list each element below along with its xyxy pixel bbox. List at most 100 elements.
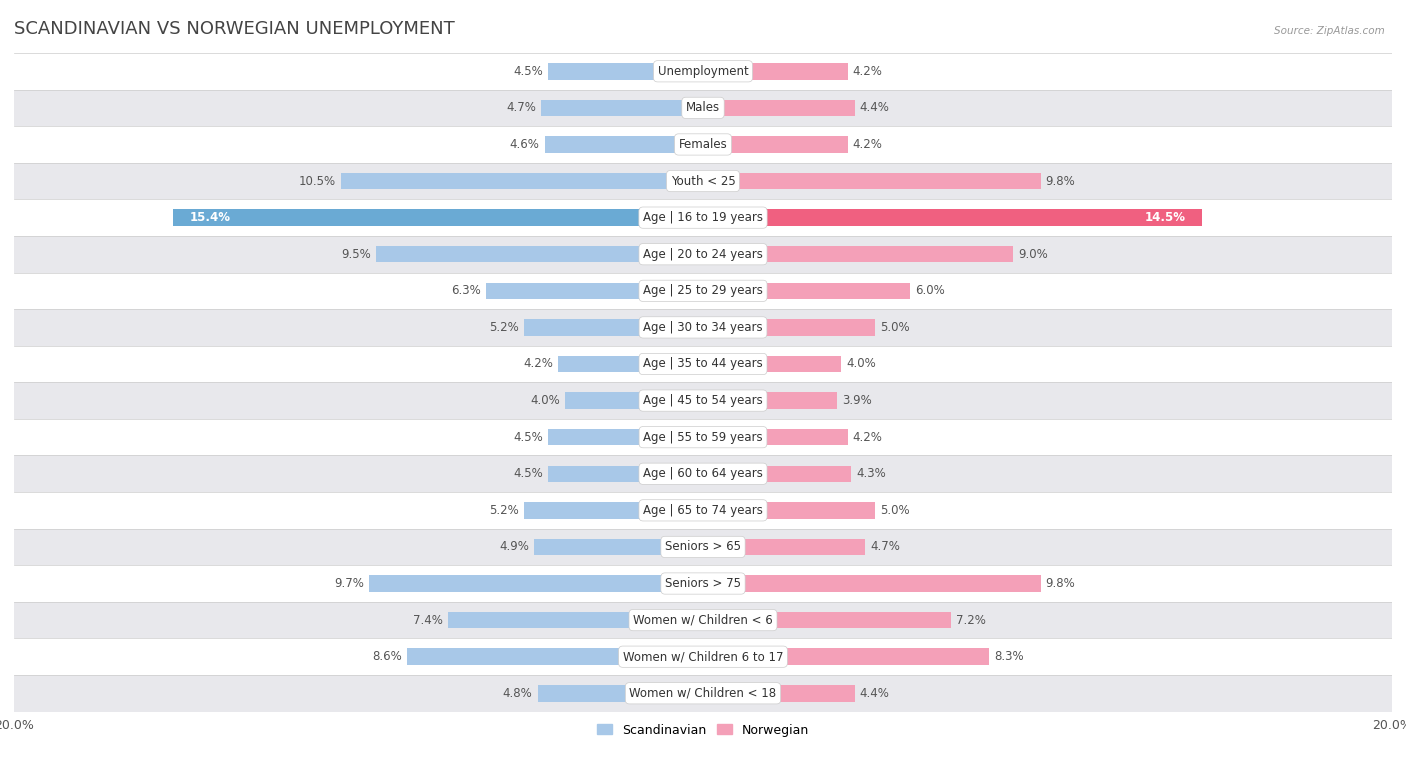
Text: Women w/ Children < 18: Women w/ Children < 18 (630, 687, 776, 699)
Bar (703, 392, 838, 409)
Text: Source: ZipAtlas.com: Source: ZipAtlas.com (1274, 26, 1385, 36)
Text: 4.2%: 4.2% (523, 357, 553, 370)
Bar (703, 575, 1040, 592)
Bar (449, 612, 703, 628)
Text: Females: Females (679, 138, 727, 151)
Bar (703, 356, 841, 372)
Text: 4.5%: 4.5% (513, 431, 543, 444)
Text: 7.4%: 7.4% (413, 614, 443, 627)
Text: Women w/ Children 6 to 17: Women w/ Children 6 to 17 (623, 650, 783, 663)
Text: 4.7%: 4.7% (506, 101, 536, 114)
Text: 4.7%: 4.7% (870, 540, 900, 553)
Bar (565, 392, 703, 409)
Text: Seniors > 75: Seniors > 75 (665, 577, 741, 590)
Bar (14, 199, 1392, 236)
Text: 9.0%: 9.0% (1018, 248, 1047, 260)
Text: SCANDINAVIAN VS NORWEGIAN UNEMPLOYMENT: SCANDINAVIAN VS NORWEGIAN UNEMPLOYMENT (14, 20, 454, 38)
Bar (703, 502, 875, 519)
Text: 9.8%: 9.8% (1046, 175, 1076, 188)
Text: Age | 30 to 34 years: Age | 30 to 34 years (643, 321, 763, 334)
Text: Age | 65 to 74 years: Age | 65 to 74 years (643, 504, 763, 517)
Bar (703, 319, 875, 335)
Bar (703, 539, 865, 555)
Bar (703, 100, 855, 116)
Text: 4.5%: 4.5% (513, 65, 543, 78)
Bar (558, 356, 703, 372)
Text: 9.7%: 9.7% (333, 577, 364, 590)
Legend: Scandinavian, Norwegian: Scandinavian, Norwegian (592, 718, 814, 742)
Bar (548, 466, 703, 482)
Bar (14, 602, 1392, 638)
Bar (703, 246, 1012, 263)
Text: Age | 45 to 54 years: Age | 45 to 54 years (643, 394, 763, 407)
Bar (173, 210, 703, 226)
Bar (14, 346, 1392, 382)
Text: 10.5%: 10.5% (299, 175, 336, 188)
Text: Age | 16 to 19 years: Age | 16 to 19 years (643, 211, 763, 224)
Text: Age | 25 to 29 years: Age | 25 to 29 years (643, 285, 763, 298)
Bar (703, 649, 988, 665)
Text: Unemployment: Unemployment (658, 65, 748, 78)
Text: Seniors > 65: Seniors > 65 (665, 540, 741, 553)
Text: 4.2%: 4.2% (853, 431, 883, 444)
Text: 9.8%: 9.8% (1046, 577, 1076, 590)
Bar (368, 575, 703, 592)
Bar (14, 565, 1392, 602)
Bar (14, 163, 1392, 199)
Bar (703, 173, 1040, 189)
Text: 4.3%: 4.3% (856, 467, 886, 480)
Text: 7.2%: 7.2% (956, 614, 986, 627)
Bar (548, 429, 703, 445)
Bar (703, 63, 848, 79)
Bar (14, 419, 1392, 456)
Text: 4.6%: 4.6% (509, 138, 540, 151)
Bar (537, 685, 703, 702)
Text: Males: Males (686, 101, 720, 114)
Text: Age | 35 to 44 years: Age | 35 to 44 years (643, 357, 763, 370)
Bar (524, 319, 703, 335)
Bar (703, 466, 851, 482)
Text: 3.9%: 3.9% (842, 394, 872, 407)
Bar (703, 282, 910, 299)
Text: 4.2%: 4.2% (853, 65, 883, 78)
Text: 5.2%: 5.2% (489, 321, 519, 334)
Bar (703, 685, 855, 702)
Text: Age | 55 to 59 years: Age | 55 to 59 years (643, 431, 763, 444)
Bar (541, 100, 703, 116)
Bar (14, 273, 1392, 309)
Bar (375, 246, 703, 263)
Bar (14, 675, 1392, 712)
Text: 5.0%: 5.0% (880, 504, 910, 517)
Bar (14, 309, 1392, 346)
Bar (14, 126, 1392, 163)
Bar (548, 63, 703, 79)
Bar (342, 173, 703, 189)
Text: 4.9%: 4.9% (499, 540, 529, 553)
Text: 4.5%: 4.5% (513, 467, 543, 480)
Bar (14, 528, 1392, 565)
Bar (703, 136, 848, 153)
Text: 4.0%: 4.0% (846, 357, 876, 370)
Text: Age | 60 to 64 years: Age | 60 to 64 years (643, 467, 763, 480)
Bar (703, 210, 1202, 226)
Text: 15.4%: 15.4% (190, 211, 231, 224)
Bar (534, 539, 703, 555)
Text: 4.0%: 4.0% (530, 394, 560, 407)
Text: 6.0%: 6.0% (915, 285, 945, 298)
Bar (524, 502, 703, 519)
Text: 6.3%: 6.3% (451, 285, 481, 298)
Text: 8.3%: 8.3% (994, 650, 1024, 663)
Bar (703, 612, 950, 628)
Text: Youth < 25: Youth < 25 (671, 175, 735, 188)
Text: 4.8%: 4.8% (503, 687, 533, 699)
Text: Women w/ Children < 6: Women w/ Children < 6 (633, 614, 773, 627)
Bar (406, 649, 703, 665)
Text: 5.0%: 5.0% (880, 321, 910, 334)
Bar (703, 429, 848, 445)
Bar (14, 382, 1392, 419)
Bar (14, 492, 1392, 528)
Text: 14.5%: 14.5% (1144, 211, 1185, 224)
Bar (544, 136, 703, 153)
Bar (14, 53, 1392, 89)
Text: 4.4%: 4.4% (859, 101, 890, 114)
